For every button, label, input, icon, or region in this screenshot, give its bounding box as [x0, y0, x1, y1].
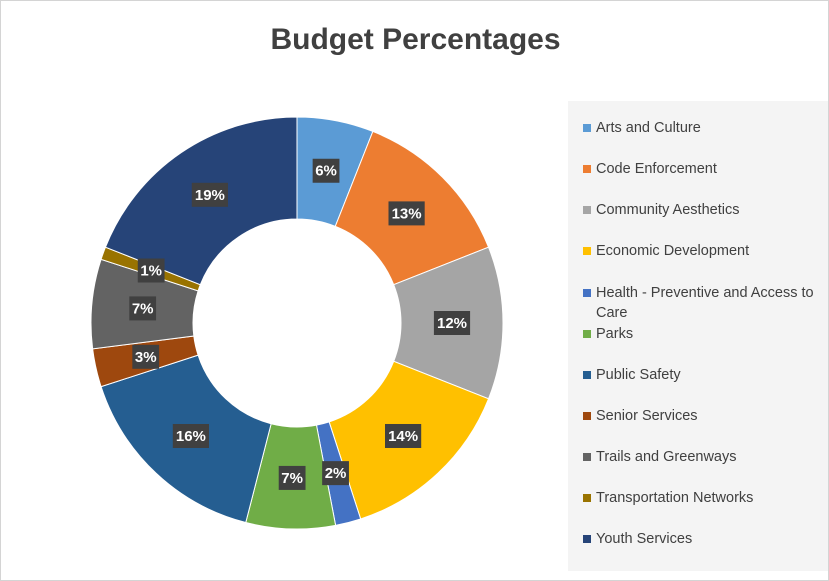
- chart-title: Budget Percentages: [270, 23, 561, 56]
- data-label-box: [433, 311, 471, 335]
- data-label-text: 7%: [132, 300, 154, 317]
- legend-swatch: [583, 453, 591, 461]
- legend-label: Arts and Culture: [596, 120, 701, 136]
- data-label-box: [278, 465, 306, 490]
- legend-swatch: [583, 206, 591, 214]
- data-label-box: [137, 258, 165, 283]
- legend-swatch: [583, 165, 591, 173]
- data-label-transportation-networks: 1%: [137, 258, 165, 283]
- legend-label: Transportation Networks: [596, 490, 754, 506]
- legend-swatch: [583, 371, 591, 379]
- legend-swatch: [583, 535, 591, 543]
- data-label-box: [129, 296, 157, 321]
- legend-label: Community Aesthetics: [596, 202, 740, 218]
- data-label-code-enforcement: 13%: [388, 201, 425, 226]
- data-label-text: 19%: [195, 187, 225, 204]
- data-label-health-preventive-and-access-to-care: 2%: [322, 461, 349, 486]
- legend-swatch: [583, 330, 591, 338]
- data-label-public-safety: 16%: [172, 423, 209, 448]
- legend-swatch: [583, 289, 591, 297]
- data-label-text: 12%: [437, 315, 467, 332]
- data-label-youth-services: 19%: [191, 182, 228, 207]
- legend-label: Trails and Greenways: [596, 449, 737, 465]
- data-label-box: [385, 423, 422, 448]
- legend-swatch: [583, 412, 591, 420]
- legend: Arts and Culture Code Enforcement Communit…: [568, 101, 828, 571]
- legend-swatch: [583, 247, 591, 255]
- data-label-text: 3%: [135, 349, 157, 366]
- data-label-senior-services: 3%: [132, 344, 160, 369]
- data-label-box: [322, 461, 349, 486]
- data-label-text: 16%: [176, 428, 206, 445]
- data-label-box: [388, 201, 425, 226]
- legend-label: Public Safety: [596, 367, 681, 383]
- data-label-text: 6%: [315, 163, 337, 180]
- legend-label: Senior Services: [596, 408, 698, 424]
- data-label-community-aesthetics: 12%: [433, 311, 471, 335]
- data-label-box: [172, 423, 209, 448]
- data-label-text: 13%: [392, 205, 422, 222]
- legend-label: Health - Preventive and Access to Care: [596, 285, 814, 321]
- data-label-economic-development: 14%: [385, 423, 422, 448]
- data-label-arts-and-culture: 6%: [312, 158, 340, 183]
- data-label-text: 1%: [140, 262, 162, 279]
- legend-label: Code Enforcement: [596, 161, 717, 177]
- legend-label: Parks: [596, 326, 634, 342]
- data-label-box: [132, 344, 160, 369]
- data-label-trails-and-greenways: 7%: [129, 296, 157, 321]
- legend-swatch: [583, 494, 591, 502]
- data-label-box: [312, 158, 340, 183]
- data-label-text: 14%: [388, 428, 418, 445]
- data-label-parks: 7%: [278, 465, 306, 490]
- legend-label: Economic Development: [596, 243, 750, 259]
- legend-swatch: [583, 124, 591, 132]
- legend-label: Youth Services: [596, 531, 693, 547]
- data-label-text: 7%: [281, 470, 303, 487]
- data-label-text: 2%: [325, 465, 347, 482]
- data-label-box: [191, 182, 228, 207]
